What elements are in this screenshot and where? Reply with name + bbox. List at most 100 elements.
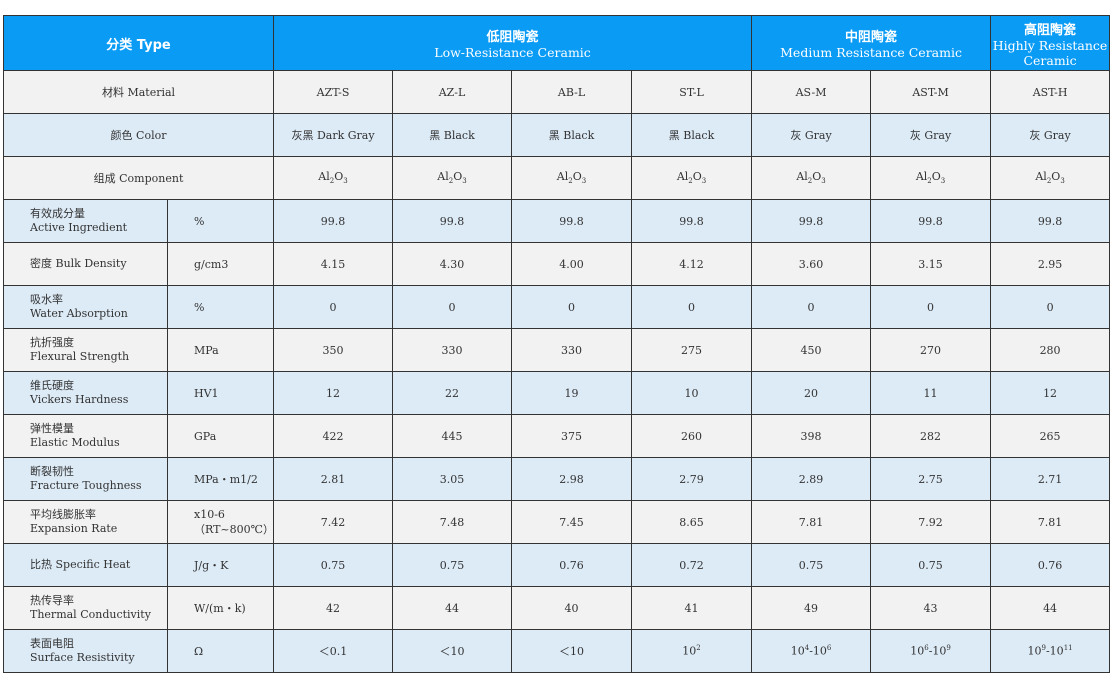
label-en: Flexural Strength	[30, 350, 130, 363]
table-cell: Al2O3	[511, 156, 633, 200]
label-cn: 吸水率	[30, 293, 63, 306]
table-cell: 3.05	[392, 457, 513, 501]
table-cell: 44	[990, 586, 1111, 630]
table-cell: 42	[273, 586, 394, 630]
unit-cell: MPa	[166, 328, 275, 372]
label-en: Active Ingredient	[30, 221, 128, 234]
table-cell: 99.8	[990, 199, 1111, 243]
table-cell: 99.8	[751, 199, 872, 243]
table-cell: Al2O3	[631, 156, 753, 200]
table-cell: 4.30	[392, 242, 513, 286]
table-cell: 99.8	[631, 199, 753, 243]
group-medium-resistance: 中阻陶瓷 Medium Resistance Ceramic	[751, 15, 992, 71]
unit-cell: %	[166, 199, 275, 243]
table-cell: 99.8	[392, 199, 513, 243]
table-cell: 0.75	[870, 543, 992, 587]
type-header: 分类 Type	[2, 15, 275, 71]
table-cell: 黑 Black	[511, 113, 633, 157]
label-cn: 平均线膨胀率	[30, 508, 96, 521]
table-cell: 0	[511, 285, 633, 329]
table-cell: AZT-S	[273, 70, 394, 114]
table-row: 密度 Bulk Density g/cm3 4.15 4.30 4.00 4.12 3.60…	[3, 242, 1111, 286]
ceramic-spec-table: 分类 Type 低阻陶瓷 Low-Resistance Ceramic 中阻陶瓷 M…	[2, 15, 1111, 673]
table-cell: 99.8	[273, 199, 394, 243]
unit-cell: Ω	[166, 629, 275, 673]
table-cell: 0.75	[392, 543, 513, 587]
table-cell: 7.42	[273, 500, 394, 544]
table-cell: 4.00	[511, 242, 633, 286]
table-cell: 灰 Gray	[751, 113, 872, 157]
group-cn: 高阻陶瓷	[1024, 22, 1077, 38]
table-cell: 49	[751, 586, 872, 630]
table-row: 热传导率 Thermal Conductivity W/(m・k) 42 44 40 41 4…	[3, 586, 1111, 630]
row-label: 维氏硬度 Vickers Hardness	[3, 371, 168, 415]
table-row: 有效成分量 Active Ingredient% 99.8 99.8 99.8 99.8 9…	[3, 199, 1111, 243]
table-cell: Al2O3	[392, 156, 513, 200]
table-cell: 398	[751, 414, 872, 458]
unit-cell: J/g・K	[166, 543, 275, 587]
label-en: Surface Resistivity	[30, 651, 135, 664]
table-cell: 0	[631, 285, 753, 329]
table-cell: 2.75	[870, 457, 992, 501]
table-cell: ＜10	[392, 629, 513, 673]
table-cell: 3.60	[751, 242, 872, 286]
table-row: 组成 Component Al2O3 Al2O3 Al2O3 Al2O3 Al2O3 Al2…	[2, 156, 1111, 200]
unit-cell: g/cm3	[166, 242, 275, 286]
label-en: Thermal Conductivity	[30, 608, 151, 621]
table-cell: 270	[870, 328, 992, 372]
label-cn: 有效成分量	[30, 207, 85, 220]
table-cell: 102	[631, 629, 753, 673]
table-row: 比热 Specific Heat J/g・K 0.75 0.75 0.76 0.72 0.7…	[3, 543, 1111, 587]
unit-cell: %	[166, 285, 275, 329]
table-cell: 0	[990, 285, 1111, 329]
table-row: 弹性模量 Elastic Modulus GPa 422 445 375 260 398 282…	[3, 414, 1111, 458]
unit-cell: x10-6 （RT~800℃）	[166, 500, 275, 544]
table-cell: 2.95	[990, 242, 1111, 286]
group-en: Highly Resistance Ceramic	[992, 37, 1108, 68]
table-cell: AS-M	[751, 70, 872, 114]
row-label: 抗折强度 Flexural Strength	[3, 328, 168, 372]
table-cell: 282	[870, 414, 992, 458]
table-row: 材料 Material AZT-S AZ-L AB-L ST-L AS-M AST-M AST…	[2, 70, 1111, 114]
table-cell: 445	[392, 414, 513, 458]
row-label: 弹性模量 Elastic Modulus	[3, 414, 168, 458]
table-cell: 7.81	[751, 500, 872, 544]
row-label: 密度 Bulk Density	[3, 242, 168, 286]
table-cell: 8.65	[631, 500, 753, 544]
table-cell: 7.81	[990, 500, 1111, 544]
table-row: 平均线膨胀率 Expansion Rate x10-6 （RT~800℃） 7.42 7.…	[3, 500, 1111, 544]
table-cell: 2.98	[511, 457, 633, 501]
row-label: 比热 Specific Heat	[3, 543, 168, 587]
table-cell: 350	[273, 328, 394, 372]
label-en: Fracture Toughness	[30, 479, 142, 492]
label-cn: 热传导率	[30, 594, 74, 607]
table-cell: 0.76	[990, 543, 1111, 587]
table-cell: 0.75	[751, 543, 872, 587]
table-cell: ＜0.1	[273, 629, 394, 673]
table-cell: 12	[273, 371, 394, 415]
table-cell: 黑 Black	[392, 113, 513, 157]
label-cn: 密度 Bulk Density	[30, 257, 127, 270]
table-cell: 3.15	[870, 242, 992, 286]
table-cell: 44	[392, 586, 513, 630]
table-cell: AB-L	[511, 70, 633, 114]
table-row: 颜色 Color 灰黑 Dark Gray 黑 Black 黑 Black 黑 Blac…	[2, 113, 1111, 157]
unit-cell: HV1	[166, 371, 275, 415]
table-cell: 灰 Gray	[990, 113, 1111, 157]
row-label: 吸水率 Water Absorption	[3, 285, 168, 329]
table-cell: 7.48	[392, 500, 513, 544]
table-cell: 12	[990, 371, 1111, 415]
label-cn: 弹性模量	[30, 422, 74, 435]
table-cell: 0	[273, 285, 394, 329]
table-row: 表面电阻 Surface Resistivity Ω ＜0.1 ＜10 ＜10 102 104…	[3, 629, 1111, 673]
table-cell: 10	[631, 371, 753, 415]
unit-cell: W/(m・k)	[166, 586, 275, 630]
table-cell: 黑 Black	[631, 113, 753, 157]
table-cell: Al2O3	[273, 156, 394, 200]
group-low-resistance: 低阻陶瓷 Low-Resistance Ceramic	[273, 15, 753, 71]
table-cell: 4.15	[273, 242, 394, 286]
row-label: 颜色 Color	[2, 113, 275, 157]
table-cell: 99.8	[870, 199, 992, 243]
table-cell: ＜10	[511, 629, 633, 673]
table-cell: 106-109	[870, 629, 992, 673]
